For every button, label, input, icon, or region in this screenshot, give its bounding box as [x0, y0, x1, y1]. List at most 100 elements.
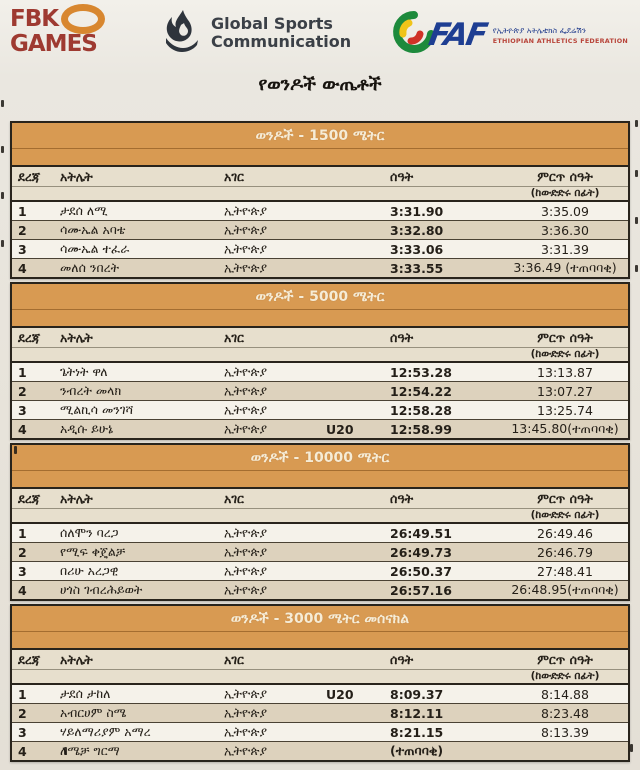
table-title-band: ወንዶች - 10000 ሜትር — [12, 445, 628, 489]
cell-best: 3:31.39 — [541, 241, 589, 257]
cell-country: ኢትዮጵያ — [224, 260, 268, 275]
cell-rank: 2 — [18, 383, 27, 399]
gsc-logo-line1: Global Sports — [211, 14, 333, 34]
cell-time: 12:58.99 — [390, 421, 452, 437]
cell-rank: 2 — [18, 544, 27, 560]
cell-time: (ተጠባባቂ) — [390, 743, 444, 758]
cell-best: 13:07.27 — [537, 383, 593, 399]
cell-best: 26:48.95(ተጠባባቂ) — [511, 582, 619, 597]
cell-country: ኢትዮጵያ — [224, 563, 268, 578]
cell-time: 3:33.06 — [390, 241, 444, 257]
cell-rank: 3 — [18, 563, 27, 579]
photo-mark — [630, 744, 633, 752]
column-header-best: ምርጥ ሰዓት — [537, 490, 593, 506]
table-title: ወንዶች - 3000 ሜትር መሰናክል — [12, 606, 628, 632]
cell-best: 13:25.74 — [537, 402, 593, 418]
cell-best: 8:23.48 — [541, 705, 589, 721]
cell-rank: 2 — [18, 705, 27, 721]
table-title: ወንዶች - 10000 ሜትር — [12, 445, 628, 471]
table-title-band-blank — [12, 471, 628, 489]
table-row: 3 ሳሙኤል ተፈራ ኢትዮጵያ 3:33.06 3:31.39 — [12, 239, 628, 258]
column-header-rank: ደረጃ — [18, 329, 41, 345]
photo-mark — [1, 240, 4, 247]
table-row: 3 በሪሁ አረጋዊ ኢትዮጵያ 26:50.37 27:48.41 — [12, 561, 628, 580]
cell-rank: 4 — [18, 260, 27, 276]
column-header-athlete: አትሌት — [60, 490, 93, 506]
table-row: 1 ታደሰ ታከለ ኢትዮጵያ U20 8:09.37 8:14.88 — [12, 685, 628, 703]
column-header-time: ሰዓት — [390, 651, 414, 667]
cell-time: 3:33.55 — [390, 260, 444, 276]
swoosh-icon — [389, 10, 439, 60]
cell-athlete: ንብረት መላክ — [60, 383, 122, 398]
fbk-logo-line1: FBK — [10, 6, 59, 33]
table-row: 4 ሀጎስ ገብረሕይወት ኢትዮጵያ 26:57.16 26:48.95(ተጠባባቂ) — [12, 580, 628, 599]
table-header: ደረጃ አትሌት አገር ሰዓት ምርጥ ሰዓት (ከውድድሩ በፊት) — [12, 489, 628, 524]
photo-mark — [635, 170, 638, 177]
table-title-band: ወንዶች - 1500 ሜትር — [12, 123, 628, 167]
cell-best: 3:36.49 (ተጠባባቂ) — [513, 260, 617, 275]
cell-athlete: አብርሀም ስሜ — [60, 705, 127, 720]
cell-rank: 3 — [18, 724, 27, 740]
photo-mark — [635, 120, 638, 127]
results-table: ወንዶች - 10000 ሜትር ደረጃ አትሌት አገር ሰዓት ምርጥ ሰዓ… — [10, 443, 630, 601]
faf-name-english: ETHIOPIAN ATHLETICS FEDERATION — [492, 36, 628, 45]
cell-rank: 3 — [18, 402, 27, 418]
cell-time: 12:54.22 — [390, 383, 452, 399]
cell-time: 12:58.28 — [390, 402, 452, 418]
cell-country: ኢትዮጵያ — [224, 743, 268, 758]
cell-time: 12:53.28 — [390, 364, 452, 380]
cell-time: 8:21.15 — [390, 724, 444, 740]
table-header: ደረጃ አትሌት አገር ሰዓት ምርጥ ሰዓት (ከውድድሩ በፊት) — [12, 650, 628, 685]
table-title: ወንዶች - 5000 ሜትር — [12, 284, 628, 310]
photo-mark — [1, 192, 4, 199]
table-row: 3 ሃይለማሪያም አማረ ኢትዮጵያ 8:21.15 8:13.39 — [12, 722, 628, 741]
cell-best: 3:36.30 — [541, 222, 589, 238]
cell-best: 13:13.87 — [537, 364, 593, 380]
table-row: 1 ሰለሞን ባረጋ ኢትዮጵያ 26:49.51 26:49.46 — [12, 524, 628, 542]
column-header-best: ምርጥ ሰዓት — [537, 651, 593, 667]
cell-athlete: ታደሰ ታከለ — [60, 686, 111, 701]
cell-athlete: ሚልኪሳ መንገሻ — [60, 402, 134, 417]
cell-athlete: ሳሙኤል ተፈራ — [60, 241, 130, 256]
ethiopian-athletics-federation-logo: FAF የኢትዮጵያ አትሌቲክስ ፌደሬሽን ETHIOPIAN ATHLET… — [389, 10, 628, 60]
cell-best: 8:14.88 — [541, 686, 589, 702]
cell-country: ኢትዮጵያ — [224, 241, 268, 256]
column-header-athlete: አትሌት — [60, 651, 93, 667]
cell-country: ኢትዮጵያ — [224, 364, 268, 379]
cell-best: 3:35.09 — [541, 203, 589, 219]
column-header-country: አገር — [224, 168, 244, 184]
cell-country: ኢትዮጵያ — [224, 203, 268, 218]
cell-best: 27:48.41 — [537, 563, 593, 579]
table-row: 2 ንብረት መላክ ኢትዮጵያ 12:54.22 13:07.27 — [12, 381, 628, 400]
cell-time: 26:49.73 — [390, 544, 452, 560]
cell-best: 13:45.80(ተጠባባቂ) — [511, 421, 619, 436]
table-rows: 1 ጌትነት ዋለ ኢትዮጵያ 12:53.28 13:13.87 2 ንብረት መላክ ኢት… — [12, 363, 628, 438]
cell-athlete: ለሜቻ ግርማ — [60, 743, 120, 758]
column-header-time: ሰዓት — [390, 490, 414, 506]
cell-athlete: በሪሁ አረጋዊ — [60, 563, 119, 578]
cell-best: 26:46.79 — [537, 544, 593, 560]
photo-mark — [64, 747, 67, 755]
cell-time: 26:57.16 — [390, 582, 452, 598]
table-row: 3 ሚልኪሳ መንገሻ ኢትዮጵያ 12:58.28 13:25.74 — [12, 400, 628, 419]
cell-time: 3:31.90 — [390, 203, 444, 219]
table-title-band: ወንዶች - 5000 ሜትር — [12, 284, 628, 328]
table-row: 2 ሳሙኤል አባቴ ኢትዮጵያ 3:32.80 3:36.30 — [12, 220, 628, 239]
cell-country: ኢትዮጵያ — [224, 686, 268, 701]
cell-time: 26:50.37 — [390, 563, 452, 579]
table-row: 2 የሚፍ ቀጄልቻ ኢትዮጵያ 26:49.73 26:46.79 — [12, 542, 628, 561]
column-header-best-sub: (ከውድድሩ በፊት) — [530, 509, 600, 521]
cell-athlete: ሰለሞን ባረጋ — [60, 525, 119, 540]
cell-best: 8:13.39 — [541, 724, 589, 740]
cell-country: ኢትዮጵያ — [224, 421, 268, 436]
cell-athlete: ጌትነት ዋለ — [60, 364, 108, 379]
cell-rank: 3 — [18, 241, 27, 257]
table-title-band: ወንዶች - 3000 ሜትር መሰናክል — [12, 606, 628, 650]
table-row: 4 ለሜቻ ግርማ ኢትዮጵያ (ተጠባባቂ) — [12, 741, 628, 760]
cell-time: 3:32.80 — [390, 222, 444, 238]
cell-rank: 1 — [18, 525, 27, 541]
cell-country: ኢትዮጵያ — [224, 222, 268, 237]
cell-country: ኢትዮጵያ — [224, 402, 268, 417]
table-row: 1 ጌትነት ዋለ ኢትዮጵያ 12:53.28 13:13.87 — [12, 363, 628, 381]
cell-country: ኢትዮጵያ — [224, 525, 268, 540]
